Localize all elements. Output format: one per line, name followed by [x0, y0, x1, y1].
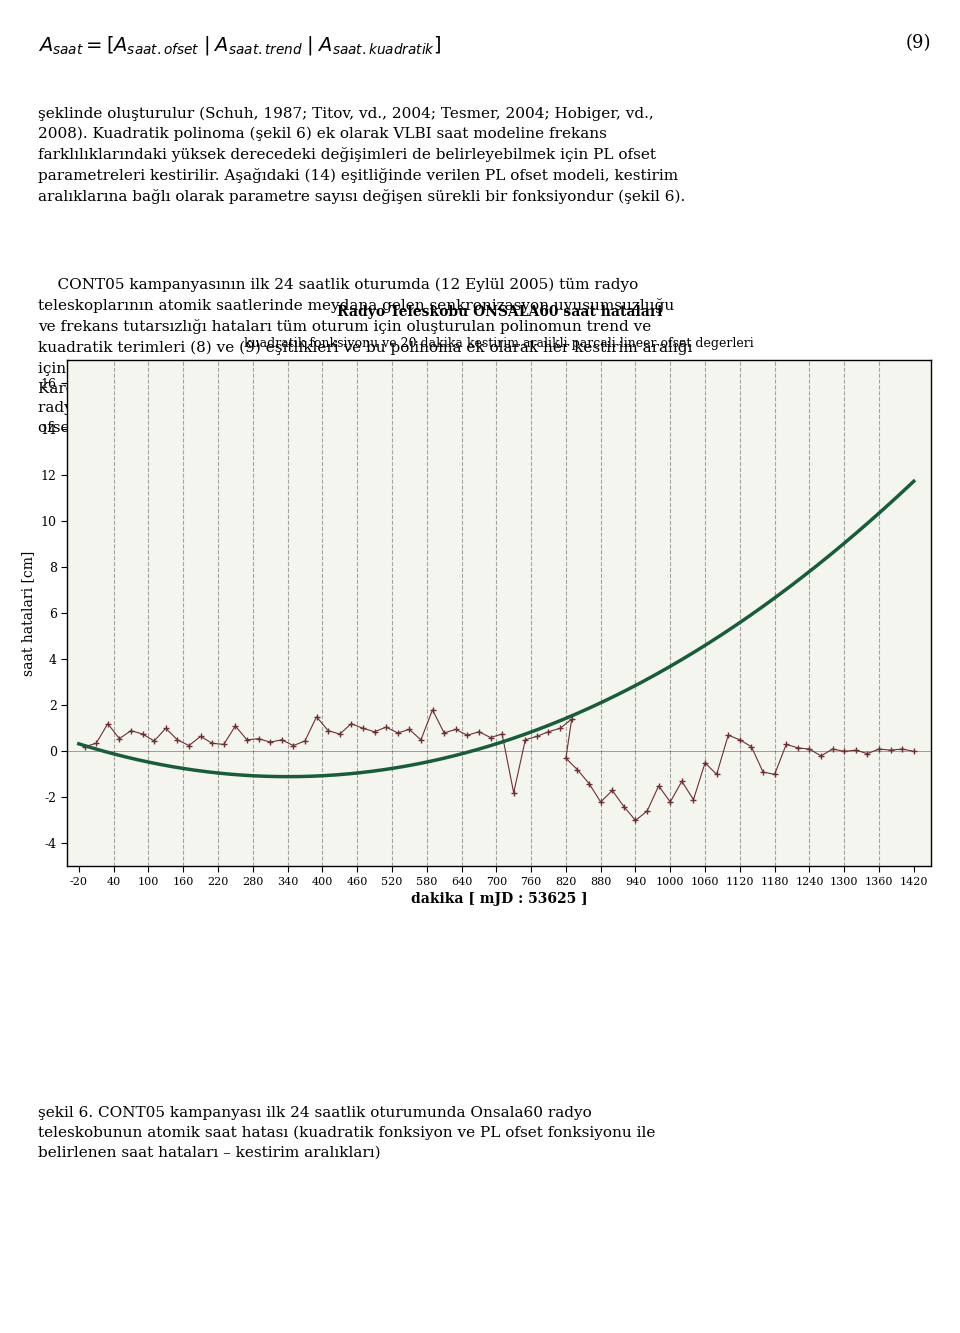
Y-axis label: saat hatalari [cm]: saat hatalari [cm] — [21, 551, 36, 676]
Text: (9): (9) — [905, 35, 931, 52]
Text: $A_{saat}=[A_{saat.ofset}\;|\;A_{saat.trend}\;|\;A_{saat.kuadratik}]$: $A_{saat}=[A_{saat.ofset}\;|\;A_{saat.tr… — [38, 35, 442, 57]
Text: Radyo Teleskobu ONSALA60 saat hatalari: Radyo Teleskobu ONSALA60 saat hatalari — [337, 305, 661, 320]
X-axis label: dakika [ mJD : 53625 ]: dakika [ mJD : 53625 ] — [411, 892, 588, 906]
Text: CONT05 kampanyasının ilk 24 saatlik oturumda (12 Eylül 2005) tüm radyo
teleskopl: CONT05 kampanyasının ilk 24 saatlik otur… — [38, 277, 693, 435]
Text: kuadratik fonksiyonu ve 20 dakika kestirim aralikli parcali lineer ofset degerle: kuadratik fonksiyonu ve 20 dakika kestir… — [245, 337, 754, 349]
Text: şeklinde oluşturulur (Schuh, 1987; Titov, vd., 2004; Tesmer, 2004; Hobiger, vd.,: şeklinde oluşturulur (Schuh, 1987; Titov… — [38, 107, 685, 204]
Text: şekil 6. CONT05 kampanyası ilk 24 saatlik oturumunda Onsala60 radyo
teleskobunun: şekil 6. CONT05 kampanyası ilk 24 saatli… — [38, 1106, 656, 1160]
